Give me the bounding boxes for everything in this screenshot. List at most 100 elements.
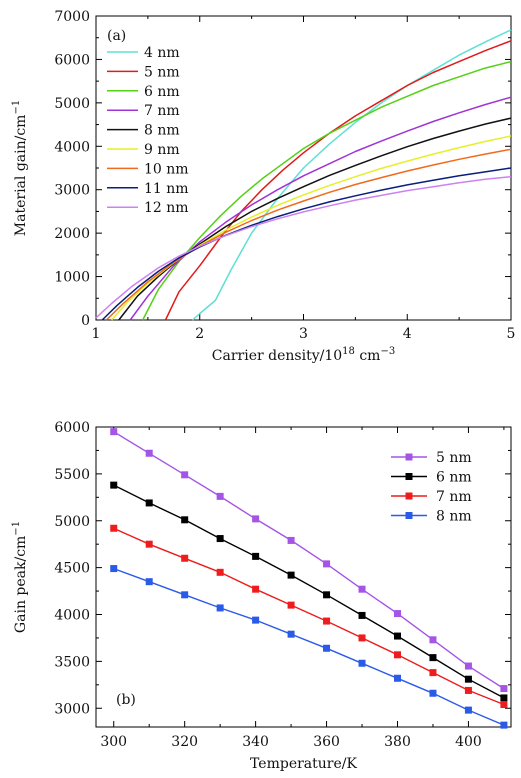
panel-a-chart: 1 2 3 4 5 0 1000 2000 3000 4000 5000 6000 7000 (a) 4… — [11, 9, 515, 364]
panel-a-series-lines — [95, 29, 512, 321]
panel-b-data-point — [110, 481, 118, 489]
panel-a-series-line-11-nm — [101, 167, 512, 321]
panel-b-data-point — [500, 685, 508, 693]
panel-a-x-tick-label: 5 — [507, 326, 516, 342]
panel-b-legend-marker — [405, 492, 413, 500]
panel-a-x-tick-label: 1 — [92, 326, 101, 342]
panel-b-data-point — [393, 674, 401, 682]
panel-a-legend-label: 10 nm — [144, 161, 189, 177]
panel-b-data-point — [287, 601, 295, 609]
panel-b-data-point — [464, 706, 472, 714]
panel-b-legend-label: 5 nm — [436, 450, 472, 466]
panel-b-x-tick-label: 340 — [242, 734, 269, 750]
panel-a-legend-label: 4 nm — [144, 45, 180, 61]
panel-b-data-point — [323, 591, 331, 599]
panel-a-legend-label: 11 nm — [144, 181, 189, 197]
panel-b-data-point — [393, 610, 401, 618]
panel-a-legend-label: 7 nm — [144, 103, 180, 119]
panel-b-data-point — [181, 554, 189, 562]
panel-b-data-point — [110, 524, 118, 532]
panel-a-y-axis-label-exponent: −1 — [11, 100, 22, 115]
panel-b-data-point — [181, 471, 189, 479]
panel-b-data-point — [323, 617, 331, 625]
panel-b-data-point — [145, 578, 153, 586]
panel-b-y-axis-label: Gain peak/cm−1 — [11, 521, 29, 633]
panel-b-data-point — [358, 659, 366, 667]
panel-a-y-tick-label: 7000 — [54, 9, 90, 25]
panel-a-x-tick-label: 2 — [195, 326, 204, 342]
panel-b-y-tick-label: 6000 — [54, 420, 90, 436]
panel-b-x-tick-label: 380 — [384, 734, 411, 750]
panel-a-y-axis-label: Material gain/cm−1 — [11, 100, 29, 236]
panel-b-data-point — [216, 535, 224, 543]
panel-b-x-tick-label: 360 — [313, 734, 340, 750]
panel-b-data-point — [429, 669, 437, 677]
panel-a-legend-label: 5 nm — [144, 64, 180, 80]
panel-b-data-point — [252, 515, 260, 523]
panel-a-x-tick-label: 4 — [403, 326, 412, 342]
panel-b-data-point — [110, 565, 118, 573]
panel-b-data-point — [500, 694, 508, 702]
panel-b-data-point — [323, 644, 331, 652]
panel-b-legend-label: 6 nm — [436, 470, 472, 486]
panel-b-data-point — [358, 585, 366, 593]
panel-a-y-tick-label: 2000 — [54, 226, 90, 242]
panel-b-legend-marker — [405, 453, 413, 461]
panel-a-series-line-6-nm — [142, 60, 512, 321]
panel-b-y-tick-label: 4500 — [54, 561, 90, 577]
panel-b-data-point — [216, 492, 224, 500]
panel-b-plot-frame — [95, 426, 512, 728]
panel-b-legend: 5 nm 6 nm 7 nm 8 nm — [391, 450, 472, 525]
panel-b-label: (b) — [116, 692, 136, 708]
panel-a-x-tick-label: 3 — [299, 326, 308, 342]
panel-b-data-point — [287, 630, 295, 638]
panel-b-data-point — [429, 689, 437, 697]
panel-b-x-tick-label: 300 — [100, 734, 127, 750]
panel-a-series-line-5-nm — [164, 40, 512, 321]
panel-a-x-axis-label-unit-exponent: −3 — [380, 346, 395, 357]
panel-a-label: (a) — [107, 28, 126, 44]
panel-a-x-axis-label-text: Carrier density/10 — [212, 348, 342, 364]
panel-b-y-axis-label-exponent: −1 — [11, 521, 22, 536]
panel-a-y-axis-label-text: Material gain/cm — [13, 115, 29, 237]
panel-b-data-point — [145, 540, 153, 548]
panel-b-data-point — [500, 701, 508, 708]
panel-a-x-axis-label-exponent: 18 — [342, 346, 355, 357]
panel-b-series-lines — [110, 428, 508, 729]
panel-b-data-point — [500, 721, 508, 729]
panel-b-legend-label: 8 nm — [436, 509, 472, 525]
panel-b-data-point — [393, 632, 401, 640]
panel-b-y-axis-label-text: Gain peak/cm — [13, 536, 29, 633]
panel-b-data-point — [323, 560, 331, 568]
panel-b-data-point — [393, 651, 401, 659]
panel-a-legend-label: 8 nm — [144, 123, 180, 139]
panel-b-data-point — [429, 654, 437, 662]
panel-b-data-point — [464, 675, 472, 683]
panel-b-data-point — [358, 611, 366, 619]
panel-b-data-point — [429, 636, 437, 644]
panel-b-series-line-8-nm — [113, 567, 505, 726]
panel-b-legend-label: 7 nm — [436, 489, 472, 505]
panel-b-data-point — [145, 449, 153, 457]
panel-b-data-point — [110, 428, 118, 436]
panel-a-legend-label: 9 nm — [144, 142, 180, 158]
panel-b-data-point — [358, 634, 366, 642]
panel-b-y-tick-label: 3000 — [54, 701, 90, 717]
panel-b-chart: 300 320 340 360 380 400 3000 3500 4000 4500 5000 55… — [11, 420, 512, 772]
panel-b-legend-marker — [405, 512, 413, 519]
panel-b-y-tick-label: 4000 — [54, 608, 90, 624]
panel-a-x-axis-label: Carrier density/1018 cm−3 — [212, 346, 395, 364]
panel-b-y-tick-label: 5000 — [54, 514, 90, 530]
panel-b-x-axis-label: Temperature/K — [250, 756, 357, 772]
panel-b-data-point — [287, 571, 295, 579]
panel-a-legend-label: 6 nm — [144, 84, 180, 100]
panel-b-series-line-5-nm — [113, 431, 505, 690]
panel-a-y-tick-label: 6000 — [54, 52, 90, 68]
panel-b-data-point — [181, 591, 189, 599]
panel-b-data-point — [464, 686, 472, 694]
panel-b-data-point — [287, 536, 295, 544]
panel-a-y-tick-label: 5000 — [54, 96, 90, 112]
panel-b-data-point — [216, 604, 224, 612]
panel-a-ticks: 1 2 3 4 5 0 1000 2000 3000 4000 5000 6000 7000 — [54, 9, 515, 342]
